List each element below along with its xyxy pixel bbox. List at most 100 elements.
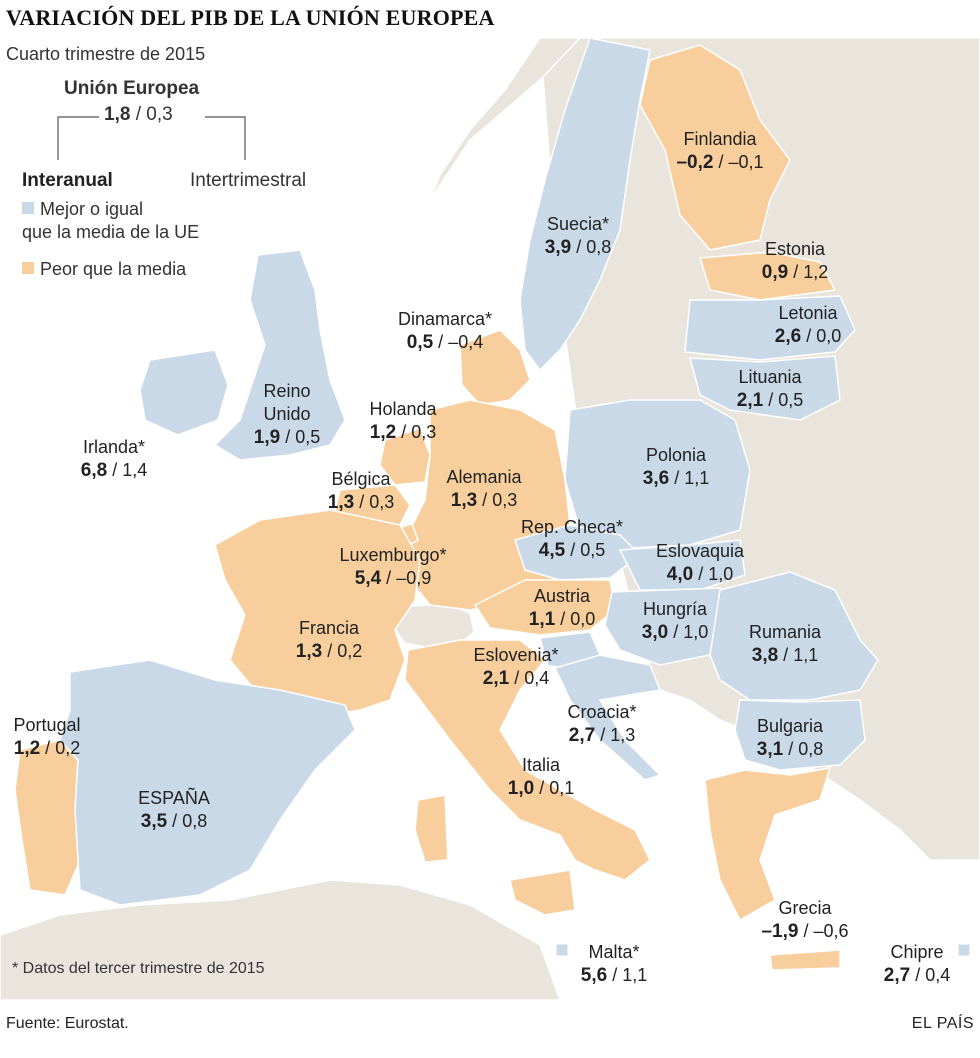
country-values: 1,1 / 0,0 xyxy=(529,609,595,630)
country-annual-value: 1,2 xyxy=(13,738,41,759)
eu-name: Unión Europea xyxy=(64,78,200,99)
country-quarterly-value: 0,5 xyxy=(295,427,321,447)
country-name: Rep. Checa* xyxy=(520,517,624,537)
country-annual-value: 0,5 xyxy=(406,332,434,353)
country-values: –1,9 / –0,6 xyxy=(761,921,849,942)
country-name: Hungría xyxy=(642,599,708,619)
country-name: Malta* xyxy=(588,942,640,962)
country-name: Irlanda* xyxy=(82,437,146,457)
country-label-espana: ESPAÑA 3,5 / 0,8 xyxy=(138,787,210,833)
country-quarterly-value: 0,8 xyxy=(182,811,208,831)
country-values: 3,6 / 1,1 xyxy=(643,468,709,489)
country-annual-value: 4,5 xyxy=(538,540,566,561)
page-title: VARIACIÓN DEL PIB DE LA UNIÓN EUROPEA xyxy=(6,5,495,30)
country-name: Chipre xyxy=(890,942,944,962)
value-separator: / xyxy=(763,390,779,410)
country-quarterly-value: 1,0 xyxy=(708,564,734,584)
country-shape-holanda xyxy=(379,427,431,486)
country-shape-letonia xyxy=(684,295,856,361)
country-annual-value: 2,7 xyxy=(883,965,911,986)
country-values: 5,6 / 1,1 xyxy=(581,965,647,986)
country-shape-irlanda xyxy=(139,349,229,436)
country-shape-reino-unido xyxy=(213,249,346,461)
country-label-finlandia: Finlandia –0,2 / –0,1 xyxy=(676,128,763,174)
country-quarterly-value: 1,2 xyxy=(803,262,829,282)
country-annual-value: 1,0 xyxy=(507,778,535,799)
country-values: 3,1 / 0,8 xyxy=(756,739,823,760)
country-annual-value: 3,0 xyxy=(641,622,669,643)
value-separator: / xyxy=(669,468,685,488)
country-quarterly-value: –0,6 xyxy=(813,921,849,941)
country-annual-value: 1,3 xyxy=(450,490,478,511)
country-annual-value: 3,1 xyxy=(756,739,784,760)
country-label-malta: Malta* 5,6 / 1,1 xyxy=(581,941,647,987)
country-values: 1,9 / 0,5 xyxy=(254,427,321,448)
legend-worse-swatch xyxy=(22,262,34,274)
country-quarterly-value: 0,3 xyxy=(492,490,518,510)
value-separator: / xyxy=(668,622,684,642)
country-values: 2,1 / 0,4 xyxy=(483,668,549,689)
country-annual-value: 3,9 xyxy=(544,237,572,258)
country-quarterly-value: 1,0 xyxy=(683,622,709,642)
country-name: Dinamarca* xyxy=(397,309,493,329)
country-annual-value: 6,8 xyxy=(80,460,108,481)
country-quarterly-value: 0,5 xyxy=(580,540,606,560)
land-switzerland xyxy=(391,603,475,649)
country-name: Grecia xyxy=(778,898,832,918)
value-separator: / xyxy=(40,738,56,758)
country-quarterly-value: 0,0 xyxy=(816,326,842,346)
country-label-lituania: Lituania 2,1 / 0,5 xyxy=(737,366,803,412)
country-label-reino-unido: Reino Unido 1,9 / 0,5 xyxy=(254,380,320,449)
country-quarterly-value: 0,8 xyxy=(586,237,612,257)
country-name: Holanda xyxy=(369,399,437,419)
legend-better-text-2: que la media de la UE xyxy=(22,222,200,242)
country-label-suecia: Suecia* 3,9 / 0,8 xyxy=(545,213,611,259)
country-annual-value: 1,3 xyxy=(327,492,355,513)
country-annual-value: 2,1 xyxy=(736,390,764,411)
country-quarterly-value: –0,1 xyxy=(728,152,764,172)
value-separator: / xyxy=(107,460,123,480)
country-annual-value: 3,8 xyxy=(751,645,779,666)
land-north-africa xyxy=(0,879,562,1001)
value-separator: / xyxy=(778,645,794,665)
eu-annual-value: 1,8 xyxy=(104,104,131,125)
value-separator: / xyxy=(607,965,623,985)
country-label-dinamarca: Dinamarca* 0,5 / –0,4 xyxy=(398,308,492,354)
country-quarterly-value: 0,3 xyxy=(411,422,437,442)
country-values: 1,3 / 0,2 xyxy=(295,641,362,662)
country-shape-suecia xyxy=(519,37,651,372)
country-shape-finlandia xyxy=(639,44,791,251)
country-shape-dinamarca xyxy=(459,329,531,406)
legend-worse-text: Peor que la media xyxy=(40,259,187,279)
country-quarterly-value: 1,1 xyxy=(793,645,819,665)
country-shape-bulgaria xyxy=(734,699,866,771)
country-values: 4,5 / 0,5 xyxy=(538,540,606,561)
country-name: Bulgaria xyxy=(756,716,824,736)
country-label-chipre: Chipre 2,7 / 0,4 xyxy=(884,941,950,987)
country-name: Eslovenia* xyxy=(473,645,559,665)
country-quarterly-value: 0,5 xyxy=(778,390,804,410)
country-shape-italia xyxy=(404,639,651,916)
country-values: 2,7 / 0,4 xyxy=(883,965,950,986)
country-shape-francia xyxy=(214,509,421,716)
country-name: Rumania xyxy=(748,622,822,642)
value-separator: / xyxy=(167,811,183,831)
footnote: * Datos del tercer trimestre de 2015 xyxy=(12,960,265,977)
country-quarterly-value: 1,3 xyxy=(610,725,636,745)
value-separator: / xyxy=(555,609,571,629)
country-name: Unido xyxy=(263,404,311,424)
country-shape-eslovaquia xyxy=(618,539,746,591)
country-annual-value: 5,4 xyxy=(354,568,382,589)
country-label-luxemburgo: Luxemburgo* 5,4 / –0,9 xyxy=(339,544,446,590)
country-annual-value: 2,7 xyxy=(568,725,596,746)
country-name: Suecia* xyxy=(546,214,610,234)
country-label-polonia: Polonia 3,6 / 1,1 xyxy=(643,444,709,490)
country-values: 2,7 / 1,3 xyxy=(568,725,636,746)
country-values: 3,9 / 0,8 xyxy=(544,237,612,258)
eu-quarterly-value: 0,3 xyxy=(146,104,173,125)
country-label-portugal: Portugal 1,2 / 0,2 xyxy=(13,714,80,760)
country-annual-value: 1,3 xyxy=(295,641,323,662)
country-shape-portugal xyxy=(14,739,81,896)
country-name: Croacia* xyxy=(567,702,637,722)
